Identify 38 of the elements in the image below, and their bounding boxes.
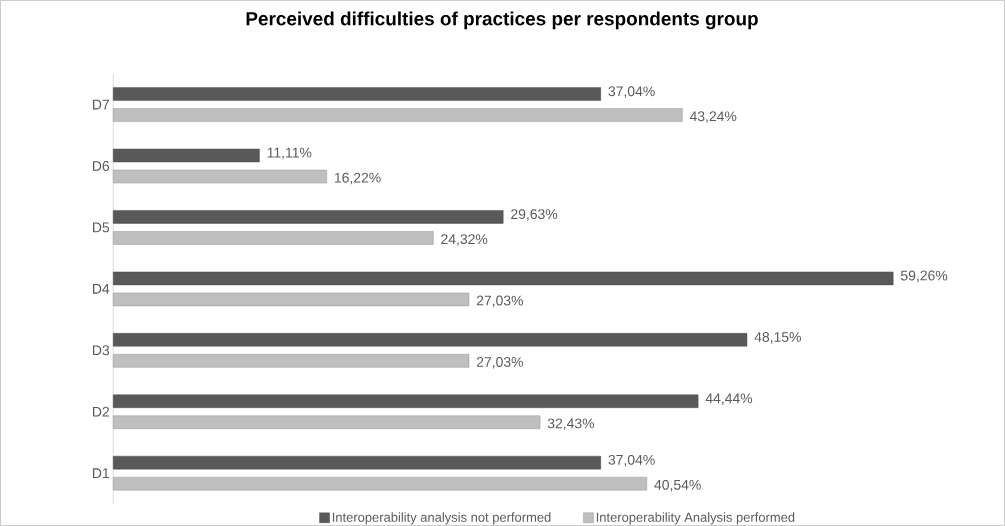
bar	[113, 455, 601, 470]
bar	[113, 476, 648, 491]
legend-label: Interoperability analysis not performed	[332, 512, 551, 525]
bar	[113, 108, 683, 122]
bar	[113, 415, 541, 429]
chart-title: Perceived difficulties of practices per respondents group	[246, 11, 758, 30]
y-tick-label: D5	[93, 222, 110, 233]
bar	[113, 87, 601, 101]
legend-label: Interoperability Analysis performed	[596, 512, 795, 525]
data-label: 44,44%	[705, 393, 753, 405]
data-label: 32,43%	[547, 418, 595, 430]
y-tick-label: D2	[93, 406, 109, 417]
bar	[113, 271, 894, 286]
bar	[113, 354, 470, 368]
y-tick-label: D7	[93, 99, 109, 110]
data-label: 37,04%	[608, 454, 655, 467]
y-tick-label: D6	[93, 161, 110, 171]
data-label: 27,03%	[476, 295, 523, 308]
bar	[113, 231, 434, 245]
bar	[113, 394, 699, 408]
data-label: 11,11%	[267, 147, 312, 160]
data-label: 59,26%	[900, 270, 948, 283]
y-tick-label: D1	[93, 468, 110, 478]
data-label: 40,54%	[654, 479, 701, 492]
bar	[113, 169, 327, 184]
data-label: 29,63%	[511, 209, 558, 221]
y-tick-label: D3	[93, 345, 110, 356]
bar	[113, 210, 504, 224]
data-label: 37,04%	[608, 86, 655, 98]
bar	[113, 148, 260, 163]
data-label: 43,24%	[689, 111, 737, 123]
y-tick-label: D4	[93, 284, 110, 294]
bar	[113, 333, 748, 347]
data-label: 48,15%	[754, 332, 801, 344]
data-label: 16,22%	[334, 172, 381, 185]
bar	[113, 292, 470, 307]
data-label: 27,03%	[476, 357, 523, 369]
data-label: 24,32%	[441, 234, 488, 246]
